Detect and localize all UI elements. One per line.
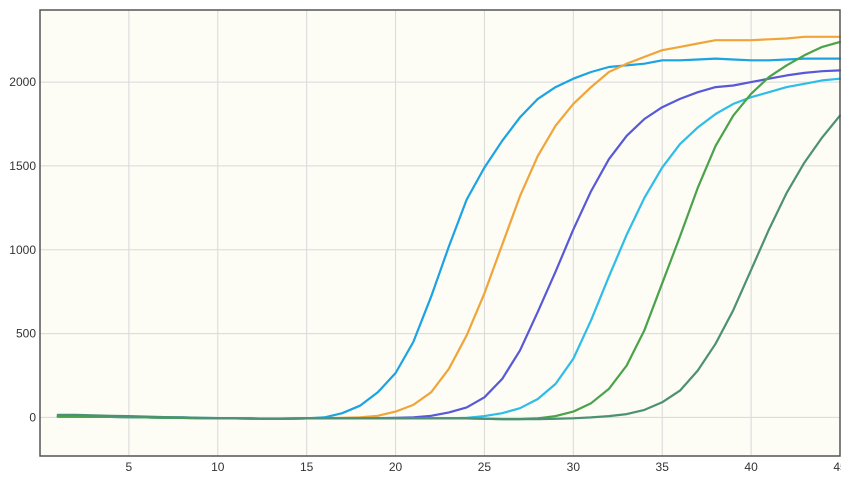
x-tick-label: 15 <box>300 460 314 474</box>
plot-frame <box>39 9 841 457</box>
y-tick-label: 1000 <box>9 243 36 257</box>
x-tick-label: 45 <box>833 460 841 474</box>
y-tick-label: 0 <box>29 410 36 424</box>
x-tick-label: 40 <box>744 460 758 474</box>
series-line-6 <box>56 114 841 421</box>
series-layer <box>56 35 841 421</box>
y-tick-label: 1500 <box>9 159 36 173</box>
y-tick-label: 2000 <box>9 75 36 89</box>
x-tick-label: 20 <box>389 460 403 474</box>
x-tick-label: 10 <box>211 460 225 474</box>
x-tick-label: 35 <box>656 460 670 474</box>
x-tick-label: 5 <box>126 460 133 474</box>
plot-area <box>40 10 840 456</box>
axes: 5 10 15 20 25 30 35 40 45 0 500 1000 1500 2000 <box>9 75 841 474</box>
x-tick-label: 30 <box>567 460 581 474</box>
x-tick-label: 25 <box>478 460 492 474</box>
y-tick-label: 500 <box>16 327 36 341</box>
